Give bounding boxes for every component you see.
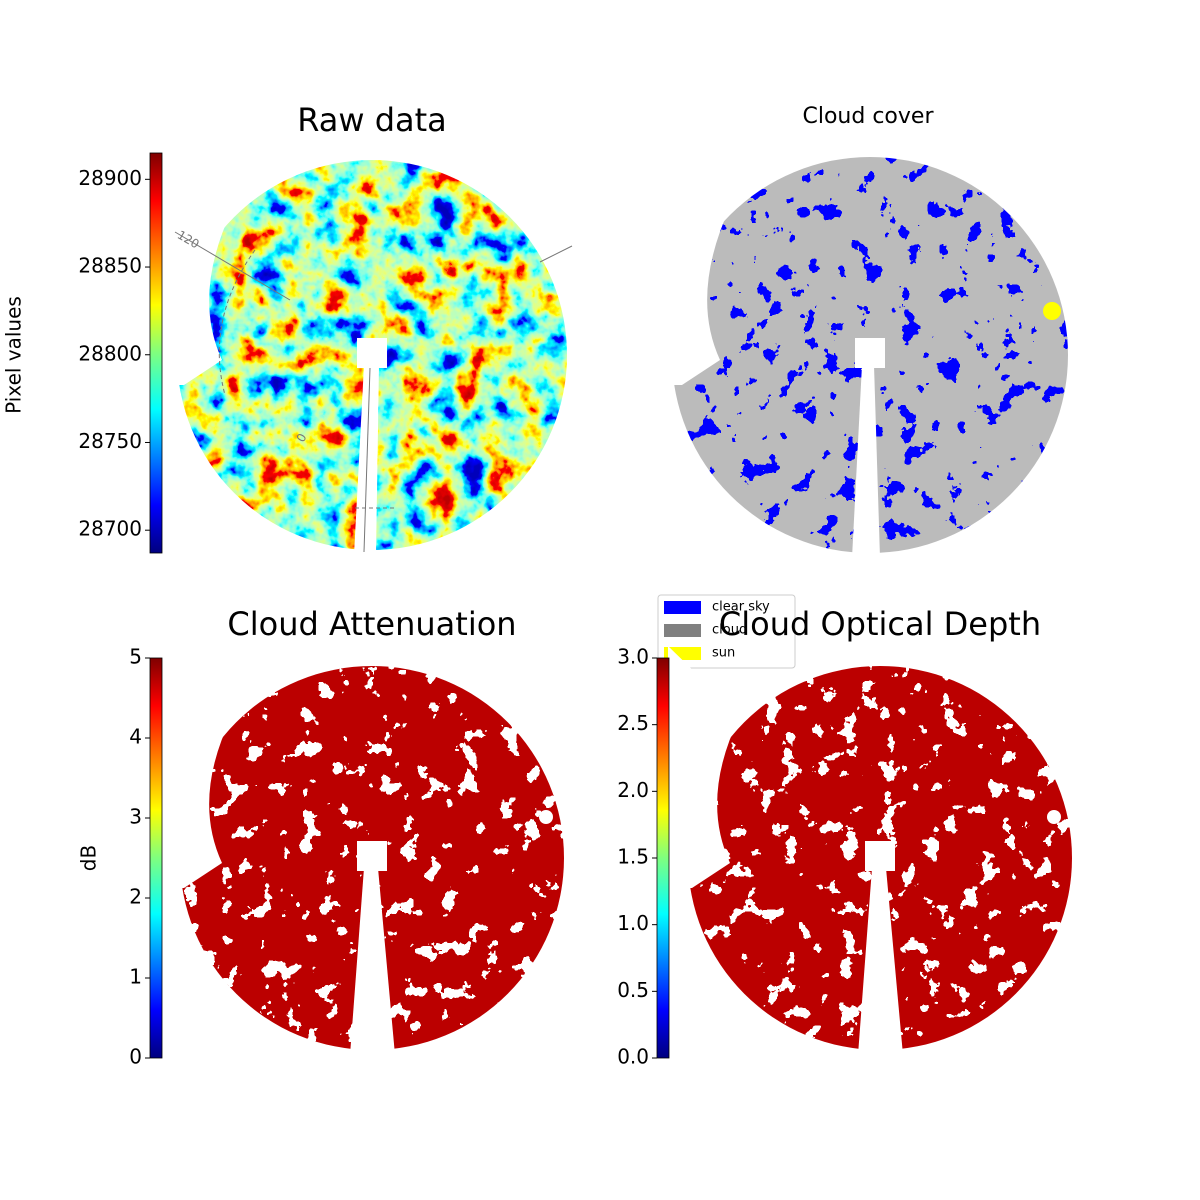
legend-label: cloud (712, 623, 747, 638)
colorbar (149, 657, 163, 1059)
colorbar-tick-label: 28850 (78, 254, 142, 278)
colorbar-tick-label: 1 (129, 965, 142, 989)
panel-title: Cloud Optical Depth (719, 605, 1041, 643)
mask-region (668, 646, 740, 888)
polar-circle (218, 249, 256, 396)
colorbar-tick-label: 2.5 (617, 711, 649, 735)
mask-block (357, 338, 387, 368)
legend-swatch (664, 624, 701, 637)
mask-region (157, 140, 232, 385)
colorbar-tick-label: 5 (129, 645, 142, 669)
mask-wedge (858, 868, 903, 1055)
mask-wedge (852, 365, 880, 558)
colorbar (149, 152, 163, 554)
legend-label: sun (712, 646, 735, 661)
sun-mask (1047, 810, 1061, 824)
colorbar-label: dB (77, 845, 101, 871)
colorbar-tick-label: 2.0 (617, 778, 649, 802)
polar-line (363, 367, 371, 553)
colorbar-tick-label: 1.5 (617, 845, 649, 869)
colorbar-tick-label: 28800 (78, 341, 142, 365)
colorbar (656, 657, 670, 1059)
polar-line (174, 231, 291, 301)
colorbar-tick-label: 4 (129, 725, 142, 749)
sun-marker (1043, 302, 1061, 320)
colorbar-tick-label: 0.0 (617, 1045, 649, 1069)
colorbar-tick-label: 1.0 (617, 911, 649, 935)
mask-block (865, 841, 895, 871)
colorbar-tick-label: 28750 (78, 429, 142, 453)
mask-region (652, 137, 730, 385)
colorbar-tick-label: 3 (129, 805, 142, 829)
colorbar-tick-label: 2 (129, 885, 142, 909)
mask-block (357, 841, 387, 871)
legend-swatch (664, 601, 701, 614)
panel-title: Raw data (297, 101, 447, 139)
panel-title: Cloud cover (803, 104, 935, 129)
colorbar-tick-label: 0 (129, 1045, 142, 1069)
colorbar-tick-label: 28900 (78, 166, 142, 190)
polar-line (539, 245, 573, 263)
mask-region (160, 646, 232, 888)
colorbar-tick-label: 3.0 (617, 645, 649, 669)
legend-label: clear sky (712, 600, 770, 615)
mask-block (855, 338, 885, 368)
sun-mask (539, 810, 553, 824)
colorbar-label: Pixel values (2, 296, 26, 414)
mask-wedge (350, 868, 395, 1055)
panel-title: Cloud Attenuation (227, 605, 516, 643)
colorbar-tick-label: 0.5 (617, 978, 649, 1002)
colorbar-tick-label: 28700 (78, 517, 142, 541)
